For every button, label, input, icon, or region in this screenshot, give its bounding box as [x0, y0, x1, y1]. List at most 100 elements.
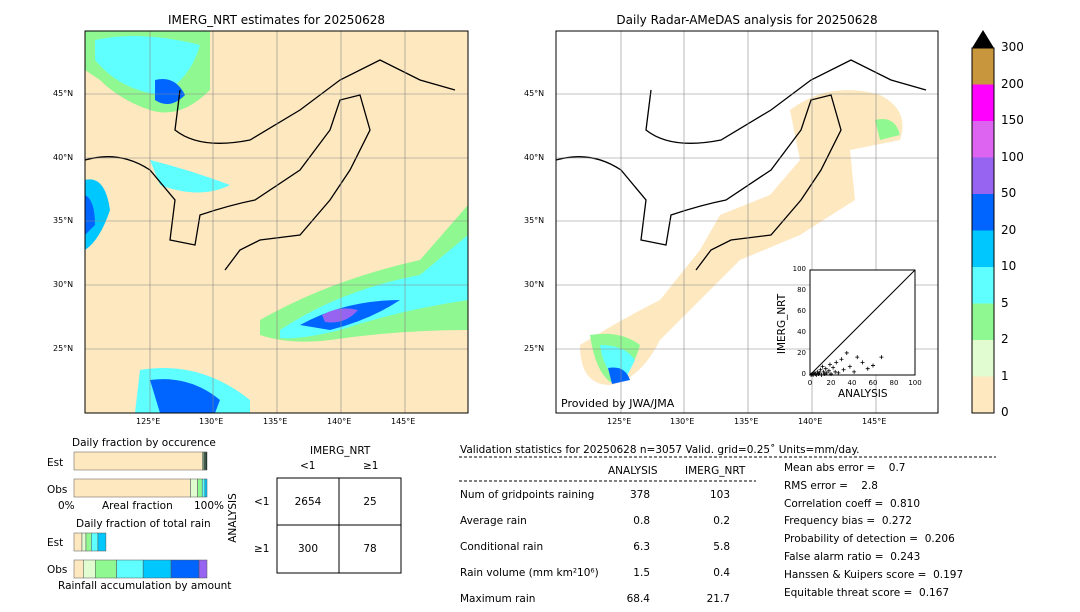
stat-analysis-value: 378 — [629, 489, 650, 501]
fraction-segment — [73, 559, 84, 579]
inset-y-tick: 100 — [792, 265, 806, 273]
credit-text: Provided by JWA/JMA — [561, 397, 675, 410]
colorbar-segment — [972, 230, 994, 267]
stat-imerg-value: 21.7 — [706, 593, 730, 605]
scatter-point — [852, 369, 857, 374]
fraction-segment — [205, 451, 208, 471]
scatter-point — [839, 357, 844, 362]
colorbar-segment — [972, 194, 994, 231]
lat-tick-label: 30°N — [524, 280, 545, 289]
inset-x-tick: 100 — [908, 379, 922, 387]
lon-tick-label: 140°E — [798, 417, 823, 426]
scatter-point — [827, 362, 832, 367]
colorbar-tick-label: 300 — [1001, 40, 1024, 54]
scatter-point — [841, 367, 846, 372]
occ-x-left: 0% — [58, 500, 75, 512]
lon-tick-label: 125°E — [136, 417, 161, 426]
colorbar-segment — [972, 157, 994, 194]
rain-title: Daily fraction of total rain — [76, 518, 211, 530]
fraction-segment — [142, 559, 172, 579]
scatter-point — [824, 370, 829, 375]
ct-cell: 2654 — [294, 496, 322, 508]
stat-analysis-value: 6.3 — [633, 541, 650, 553]
inset-y-tick: 40 — [797, 328, 806, 336]
occurrence-title: Daily fraction by occurence — [72, 437, 216, 449]
stat-label: Maximum rain — [460, 593, 536, 605]
colorbar-segment — [972, 84, 994, 121]
imerg-map-title: IMERG_NRT estimates for 20250628 — [168, 13, 385, 27]
lat-tick-label: 35°N — [53, 216, 74, 225]
scatter-point — [818, 367, 823, 372]
lon-tick-label: 135°E — [734, 417, 759, 426]
colorbar-tick-label: 100 — [1001, 149, 1024, 164]
stat-analysis-value: 1.5 — [633, 567, 650, 579]
colorbar — [971, 30, 995, 414]
scatter-point — [836, 370, 841, 375]
stat-imerg-value: 5.8 — [713, 541, 730, 553]
score-line: Hanssen & Kuipers score = 0.197 — [784, 568, 964, 581]
fraction-segment — [201, 478, 206, 498]
ct-cell: 78 — [363, 543, 377, 555]
fraction-segment — [197, 478, 203, 498]
scatter-point — [871, 363, 875, 368]
scatter-point — [815, 369, 820, 374]
lon-tick-label: 130°E — [670, 417, 695, 426]
colorbar-tick-label: 2 — [1001, 332, 1009, 346]
lon-tick-label: 135°E — [263, 417, 288, 426]
scatter-point — [834, 360, 839, 365]
stats-header: Validation statistics for 20250628 n=305… — [460, 444, 860, 456]
scatter-point — [826, 368, 831, 373]
scatter-point — [831, 365, 836, 370]
stat-label: Average rain — [460, 515, 527, 527]
stat-label: Rain volume (mm km²10⁶) — [460, 567, 599, 579]
ct-row-0: <1 — [254, 496, 270, 508]
colorbar-tick-label: 150 — [1001, 113, 1024, 127]
score-line: Mean abs error = 0.7 — [784, 462, 906, 474]
lat-tick-label: 30°N — [53, 280, 74, 289]
scatter-point — [829, 371, 833, 376]
lat-tick-label: 45°N — [524, 89, 545, 98]
colorbar-tick-label: 1 — [1001, 368, 1009, 383]
fraction-segment — [204, 478, 208, 498]
inset-ylabel: IMERG_NRT — [776, 293, 789, 355]
fraction-segment — [81, 532, 87, 552]
inset-y-tick: 0 — [801, 370, 806, 378]
occ-row-est: Est — [47, 457, 64, 469]
score-line: Equitable threat score = 0.167 — [784, 586, 950, 599]
fraction-segment — [97, 532, 107, 552]
imerg-map — [85, 31, 468, 413]
stat-imerg-value: 0.2 — [713, 515, 730, 527]
lat-tick-label: 35°N — [524, 216, 545, 225]
fraction-segment — [73, 532, 83, 552]
colorbar-segment — [972, 48, 994, 85]
scatter-point — [820, 364, 825, 369]
scatter-point — [817, 370, 822, 375]
inset-x-tick: 0 — [807, 379, 813, 387]
colorbar-tick-label: 20 — [1001, 222, 1017, 237]
scatter-point — [855, 355, 860, 360]
occ-row-obs: Obs — [47, 484, 68, 496]
colorbar-tick-label: 10 — [1001, 259, 1017, 273]
lon-tick-label: 140°E — [327, 417, 352, 426]
contingency-table — [276, 477, 402, 574]
stat-imerg-value: 0.4 — [713, 567, 730, 579]
ct-row-title: ANALYSIS — [226, 493, 239, 543]
score-line: Correlation coeff = 0.810 — [784, 497, 920, 510]
occ-xlabel: Areal fraction — [102, 500, 173, 512]
fraction-segment — [170, 559, 200, 579]
score-line: False alarm ratio = 0.243 — [784, 551, 921, 563]
colorbar-segment — [972, 376, 994, 413]
scatter-point — [865, 366, 870, 371]
fraction-bars — [73, 451, 208, 579]
stats-col-imerg: IMERG_NRT — [685, 465, 746, 477]
stat-imerg-value: 103 — [709, 489, 730, 501]
inset-x-tick: 40 — [847, 379, 857, 387]
one-to-one-line — [809, 269, 916, 376]
lon-tick-label: 145°E — [862, 417, 887, 426]
inset-y-tick: 20 — [797, 349, 806, 357]
scatter-point — [860, 360, 865, 365]
stats-col-analysis: ANALYSIS — [608, 465, 658, 477]
score-line: RMS error = 2.8 — [784, 479, 878, 492]
ct-cell: 25 — [363, 496, 377, 508]
lon-tick-label: 125°E — [607, 417, 632, 426]
